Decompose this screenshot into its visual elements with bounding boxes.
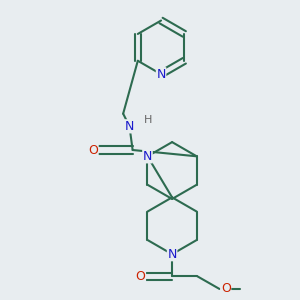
Text: N: N — [125, 120, 134, 133]
Text: O: O — [88, 143, 98, 157]
Text: N: N — [167, 248, 177, 261]
Text: O: O — [221, 282, 231, 296]
Text: H: H — [144, 115, 153, 125]
Text: O: O — [136, 270, 146, 283]
Text: N: N — [156, 68, 166, 81]
Text: N: N — [143, 150, 152, 163]
